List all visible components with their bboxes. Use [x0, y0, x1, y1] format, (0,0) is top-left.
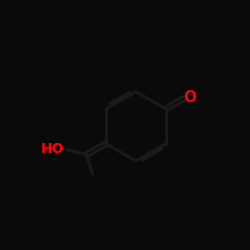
Text: O: O: [183, 90, 196, 105]
Text: HO: HO: [41, 142, 65, 156]
